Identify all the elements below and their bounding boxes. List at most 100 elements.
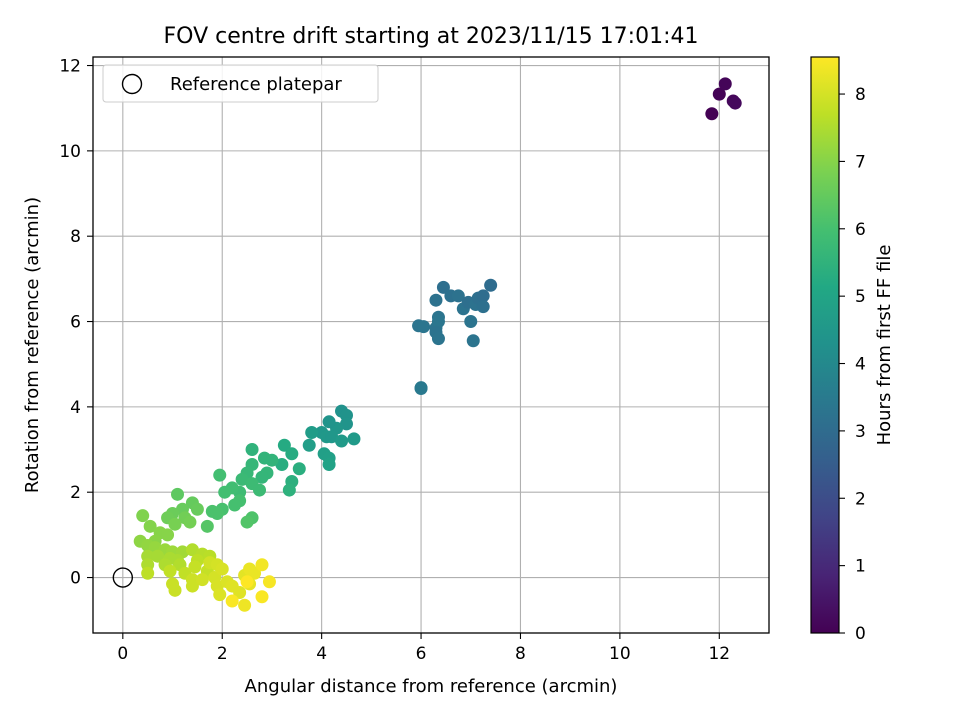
data-point [163, 564, 177, 578]
colorbar-ticks: 0 1 2 3 4 5 6 7 8 [839, 85, 866, 644]
data-point [151, 549, 165, 563]
data-point [347, 432, 361, 446]
scatter-points [133, 77, 742, 612]
colorbar [810, 56, 840, 634]
legend-entry-reference: Reference platepar [170, 74, 342, 95]
data-point [305, 425, 319, 439]
legend: Reference platepar [102, 64, 379, 103]
data-point [292, 462, 306, 476]
data-point [464, 315, 478, 329]
data-point [168, 583, 182, 597]
data-point [210, 507, 224, 521]
data-point [325, 430, 339, 444]
x-axis-ticks: 0 2 4 6 8 10 12 [117, 633, 730, 664]
x-tick-label: 10 [609, 644, 631, 664]
data-point [431, 332, 445, 346]
colorbar-label: Hours from first FF file [874, 245, 895, 446]
y-tick-label: 0 [70, 569, 81, 589]
data-point [240, 575, 254, 589]
data-point [484, 278, 498, 292]
data-point [245, 443, 259, 457]
data-point [302, 438, 316, 452]
data-point [228, 498, 242, 512]
x-tick-label: 0 [117, 644, 128, 664]
x-tick-label: 4 [316, 644, 327, 664]
data-point [218, 485, 232, 499]
data-point [200, 519, 214, 533]
data-point [322, 415, 336, 429]
colorbar-tick-label: 3 [855, 422, 866, 442]
data-point [185, 543, 199, 557]
data-point [136, 509, 150, 523]
data-point [215, 562, 229, 576]
colorbar-tick-label: 4 [855, 355, 866, 375]
data-point [238, 598, 252, 612]
data-point [277, 438, 291, 452]
data-point [451, 289, 465, 303]
data-point [705, 107, 719, 121]
data-point [190, 502, 204, 516]
data-point [213, 468, 227, 482]
colorbar-tick-label: 0 [855, 624, 866, 644]
data-point [240, 515, 254, 529]
grid [93, 57, 769, 633]
data-point [340, 417, 353, 431]
colorbar-tick-label: 8 [855, 85, 866, 105]
data-point [476, 300, 490, 314]
data-point [335, 434, 349, 448]
legend-box [102, 64, 379, 103]
y-tick-label: 6 [70, 313, 81, 333]
y-axis-ticks: 0 2 4 6 8 10 12 [59, 57, 93, 589]
data-point [168, 517, 182, 531]
data-point [248, 566, 262, 580]
data-point [431, 315, 445, 329]
y-tick-label: 8 [70, 227, 81, 247]
y-tick-label: 2 [70, 483, 81, 503]
colorbar-tick-label: 5 [855, 287, 866, 307]
legend-marker-icon [121, 73, 143, 95]
x-axis-label: Angular distance from reference (arcmin) [245, 676, 618, 697]
data-point [213, 588, 227, 602]
y-tick-label: 4 [70, 398, 81, 418]
data-point [285, 447, 299, 461]
data-point [262, 575, 276, 589]
colorbar-tick-label: 6 [855, 220, 866, 240]
data-point [275, 457, 289, 471]
y-axis-label: Rotation from reference (arcmin) [22, 197, 43, 493]
colorbar-tick-label: 2 [855, 489, 866, 509]
x-tick-label: 2 [217, 644, 228, 664]
data-point [728, 96, 742, 110]
x-tick-label: 6 [416, 644, 427, 664]
plot-frame [92, 56, 770, 634]
data-point [183, 515, 197, 529]
data-point [171, 487, 184, 501]
x-tick-label: 12 [708, 644, 730, 664]
data-point [185, 579, 199, 593]
y-tick-label: 12 [59, 57, 81, 77]
data-point [712, 87, 726, 101]
data-point [195, 573, 209, 587]
colorbar-tick-label: 1 [855, 557, 866, 577]
data-point [718, 77, 732, 91]
chart-title: FOV centre drift starting at 2023/11/15 … [164, 24, 699, 49]
reference-marker [112, 567, 134, 588]
data-point [417, 320, 431, 334]
data-point [141, 566, 155, 580]
y-tick-label: 10 [59, 142, 81, 162]
colorbar-tick-label: 7 [855, 152, 866, 172]
data-point [429, 293, 443, 307]
data-point [466, 334, 480, 348]
data-point [235, 472, 249, 486]
data-point [414, 382, 428, 396]
data-point [253, 483, 267, 497]
data-point [436, 280, 450, 294]
data-point [233, 585, 247, 599]
data-point [255, 590, 269, 604]
data-point [143, 519, 157, 533]
data-point [322, 457, 336, 471]
data-point [282, 483, 296, 497]
data-point [255, 470, 269, 484]
x-tick-label: 8 [515, 644, 526, 664]
data-point [225, 594, 239, 608]
